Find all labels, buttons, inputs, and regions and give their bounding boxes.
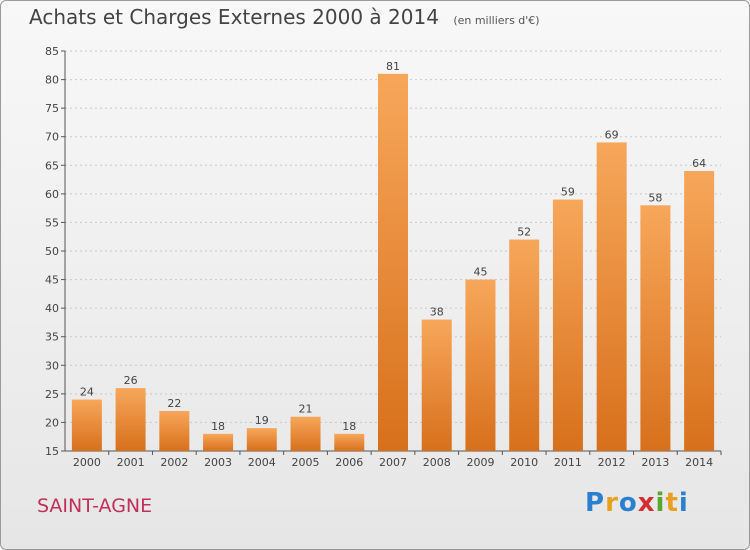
logo-letter: r xyxy=(605,488,619,518)
x-tick-label: 2014 xyxy=(685,456,713,469)
y-tick-label: 75 xyxy=(45,102,59,115)
x-tick-label: 2006 xyxy=(335,456,363,469)
bar xyxy=(378,73,408,451)
x-tick-label: 2003 xyxy=(204,456,232,469)
bar xyxy=(115,388,146,451)
y-tick-label: 65 xyxy=(45,159,59,172)
x-tick-label: 2013 xyxy=(641,456,669,469)
x-tick-label: 2005 xyxy=(292,456,320,469)
bar-value-label: 26 xyxy=(124,374,138,387)
bar xyxy=(684,171,715,451)
bar-value-label: 19 xyxy=(255,414,269,427)
bar-value-label: 18 xyxy=(211,420,225,433)
bar xyxy=(509,239,540,451)
x-tick-label: 2008 xyxy=(423,456,451,469)
x-tick-label: 2002 xyxy=(160,456,188,469)
y-tick-label: 25 xyxy=(45,388,59,401)
y-tick-label: 30 xyxy=(45,359,59,372)
bar-value-label: 64 xyxy=(692,157,706,170)
y-tick-label: 50 xyxy=(45,245,59,258)
bar xyxy=(421,319,452,451)
x-tick-label: 2010 xyxy=(510,456,538,469)
x-tick-label: 2009 xyxy=(466,456,494,469)
y-tick-label: 20 xyxy=(45,416,59,429)
logo-letter: P xyxy=(585,488,606,518)
bar-value-label: 38 xyxy=(430,306,444,319)
bar xyxy=(203,433,234,451)
y-tick-label: 45 xyxy=(45,274,59,287)
y-tick-label: 80 xyxy=(45,74,59,87)
y-tick-label: 70 xyxy=(45,131,59,144)
bar-value-label: 22 xyxy=(167,397,181,410)
logo-letter: i xyxy=(678,488,689,518)
bar xyxy=(596,142,627,451)
bar xyxy=(465,279,496,451)
y-tick-label: 85 xyxy=(45,45,59,58)
bar xyxy=(552,199,583,451)
y-tick-label: 35 xyxy=(45,331,59,344)
x-tick-label: 2012 xyxy=(598,456,626,469)
logo-letter: i xyxy=(655,488,666,518)
bar-value-label: 45 xyxy=(473,266,487,279)
place-name: SAINT-AGNE xyxy=(37,495,153,517)
x-tick-label: 2000 xyxy=(73,456,101,469)
proxiti-logo: Proxiti xyxy=(585,488,689,518)
bar xyxy=(290,416,321,451)
logo-letter: t xyxy=(665,488,679,518)
chart-title-text: Achats et Charges Externes 2000 à 2014 xyxy=(29,5,439,29)
x-tick-label: 2007 xyxy=(379,456,407,469)
y-tick-label: 60 xyxy=(45,188,59,201)
y-tick-label: 40 xyxy=(45,302,59,315)
bar-value-label: 59 xyxy=(561,186,575,199)
chart-subtitle: (en milliers d'€) xyxy=(453,14,540,27)
bar xyxy=(334,433,365,451)
bar-value-label: 21 xyxy=(299,403,313,416)
logo-letter: o xyxy=(618,488,638,518)
chart-title: Achats et Charges Externes 2000 à 2014 (… xyxy=(29,5,540,29)
x-tick-label: 2011 xyxy=(554,456,582,469)
y-tick-label: 15 xyxy=(45,445,59,458)
logo-letter: x xyxy=(637,488,656,518)
bar xyxy=(640,205,671,451)
bar xyxy=(71,399,102,451)
x-tick-label: 2004 xyxy=(248,456,276,469)
bar-value-label: 52 xyxy=(517,226,531,239)
bar-value-label: 81 xyxy=(386,60,400,73)
bar xyxy=(159,411,190,451)
bar-value-label: 24 xyxy=(80,386,94,399)
y-tick-label: 55 xyxy=(45,216,59,229)
bar xyxy=(246,428,277,451)
x-tick-label: 2001 xyxy=(117,456,145,469)
bar-value-label: 18 xyxy=(342,420,356,433)
bar-value-label: 69 xyxy=(605,128,619,141)
bar-value-label: 58 xyxy=(648,191,662,204)
